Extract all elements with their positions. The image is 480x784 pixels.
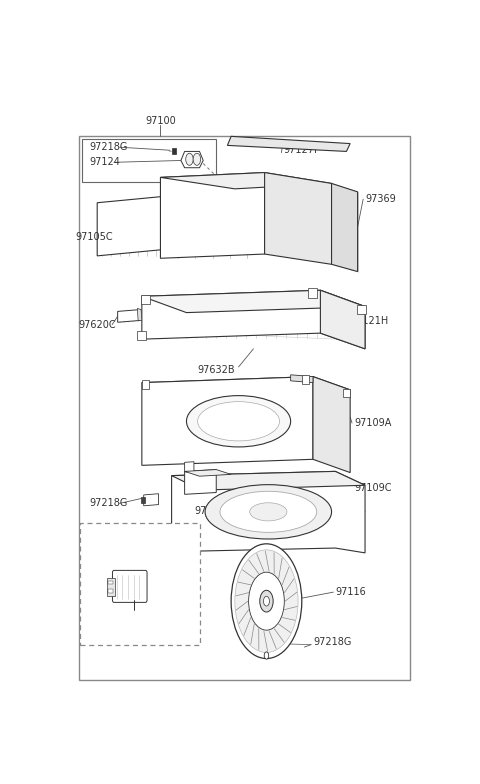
Text: 97100: 97100 bbox=[145, 116, 176, 126]
Text: 97176E: 97176E bbox=[122, 628, 158, 637]
Polygon shape bbox=[185, 462, 194, 472]
Polygon shape bbox=[185, 470, 216, 495]
Polygon shape bbox=[321, 290, 365, 349]
Bar bbox=[302, 376, 309, 384]
Polygon shape bbox=[118, 310, 140, 322]
Circle shape bbox=[231, 544, 302, 659]
Text: 97369: 97369 bbox=[365, 194, 396, 204]
Polygon shape bbox=[228, 136, 350, 151]
Polygon shape bbox=[144, 494, 158, 506]
Polygon shape bbox=[142, 376, 313, 466]
Ellipse shape bbox=[198, 401, 279, 441]
Circle shape bbox=[249, 572, 284, 630]
Bar bbox=[141, 497, 145, 503]
Polygon shape bbox=[332, 183, 358, 271]
Text: 97116: 97116 bbox=[335, 587, 366, 597]
Polygon shape bbox=[142, 290, 365, 349]
Polygon shape bbox=[160, 172, 332, 189]
Polygon shape bbox=[185, 470, 231, 476]
Circle shape bbox=[264, 597, 269, 606]
Ellipse shape bbox=[186, 396, 290, 447]
Circle shape bbox=[193, 153, 201, 165]
Polygon shape bbox=[142, 376, 350, 396]
Text: 97218G: 97218G bbox=[313, 637, 351, 648]
Ellipse shape bbox=[220, 492, 317, 532]
Text: 97218G: 97218G bbox=[90, 142, 128, 152]
Polygon shape bbox=[97, 197, 179, 256]
Text: 97109A: 97109A bbox=[354, 418, 391, 428]
Circle shape bbox=[264, 652, 269, 659]
Polygon shape bbox=[290, 375, 313, 383]
Text: 97105C: 97105C bbox=[75, 231, 112, 241]
Bar bbox=[172, 148, 177, 154]
Bar bbox=[107, 579, 115, 597]
Text: (W/FULL AUTO: (W/FULL AUTO bbox=[106, 535, 174, 544]
Polygon shape bbox=[160, 172, 264, 258]
Polygon shape bbox=[181, 151, 203, 168]
Bar bbox=[309, 289, 317, 298]
Polygon shape bbox=[313, 376, 350, 473]
Ellipse shape bbox=[205, 485, 332, 539]
Bar bbox=[137, 331, 146, 340]
Bar bbox=[79, 136, 409, 680]
Text: 97121H: 97121H bbox=[350, 316, 388, 326]
Polygon shape bbox=[264, 172, 332, 264]
Circle shape bbox=[186, 153, 193, 165]
Bar bbox=[108, 581, 113, 584]
Text: 97632B: 97632B bbox=[197, 365, 235, 375]
Ellipse shape bbox=[250, 503, 287, 521]
Polygon shape bbox=[137, 308, 142, 321]
Text: 97124: 97124 bbox=[90, 158, 120, 167]
Bar bbox=[357, 305, 366, 314]
Text: 97218G: 97218G bbox=[90, 499, 128, 508]
Text: 97127F: 97127F bbox=[283, 144, 320, 154]
Bar bbox=[343, 389, 350, 397]
Text: 97109C: 97109C bbox=[354, 483, 391, 492]
Circle shape bbox=[235, 550, 298, 652]
Circle shape bbox=[260, 590, 273, 612]
Bar bbox=[108, 589, 113, 593]
Polygon shape bbox=[172, 471, 365, 553]
Bar bbox=[83, 140, 216, 182]
Polygon shape bbox=[172, 471, 365, 490]
Bar bbox=[142, 380, 149, 389]
Polygon shape bbox=[142, 290, 365, 313]
Bar bbox=[81, 523, 200, 644]
Bar bbox=[141, 295, 150, 304]
Text: 97113B: 97113B bbox=[194, 506, 231, 516]
Text: 97620C: 97620C bbox=[79, 320, 116, 330]
FancyBboxPatch shape bbox=[112, 571, 147, 602]
Text: AIR CON): AIR CON) bbox=[118, 547, 162, 556]
